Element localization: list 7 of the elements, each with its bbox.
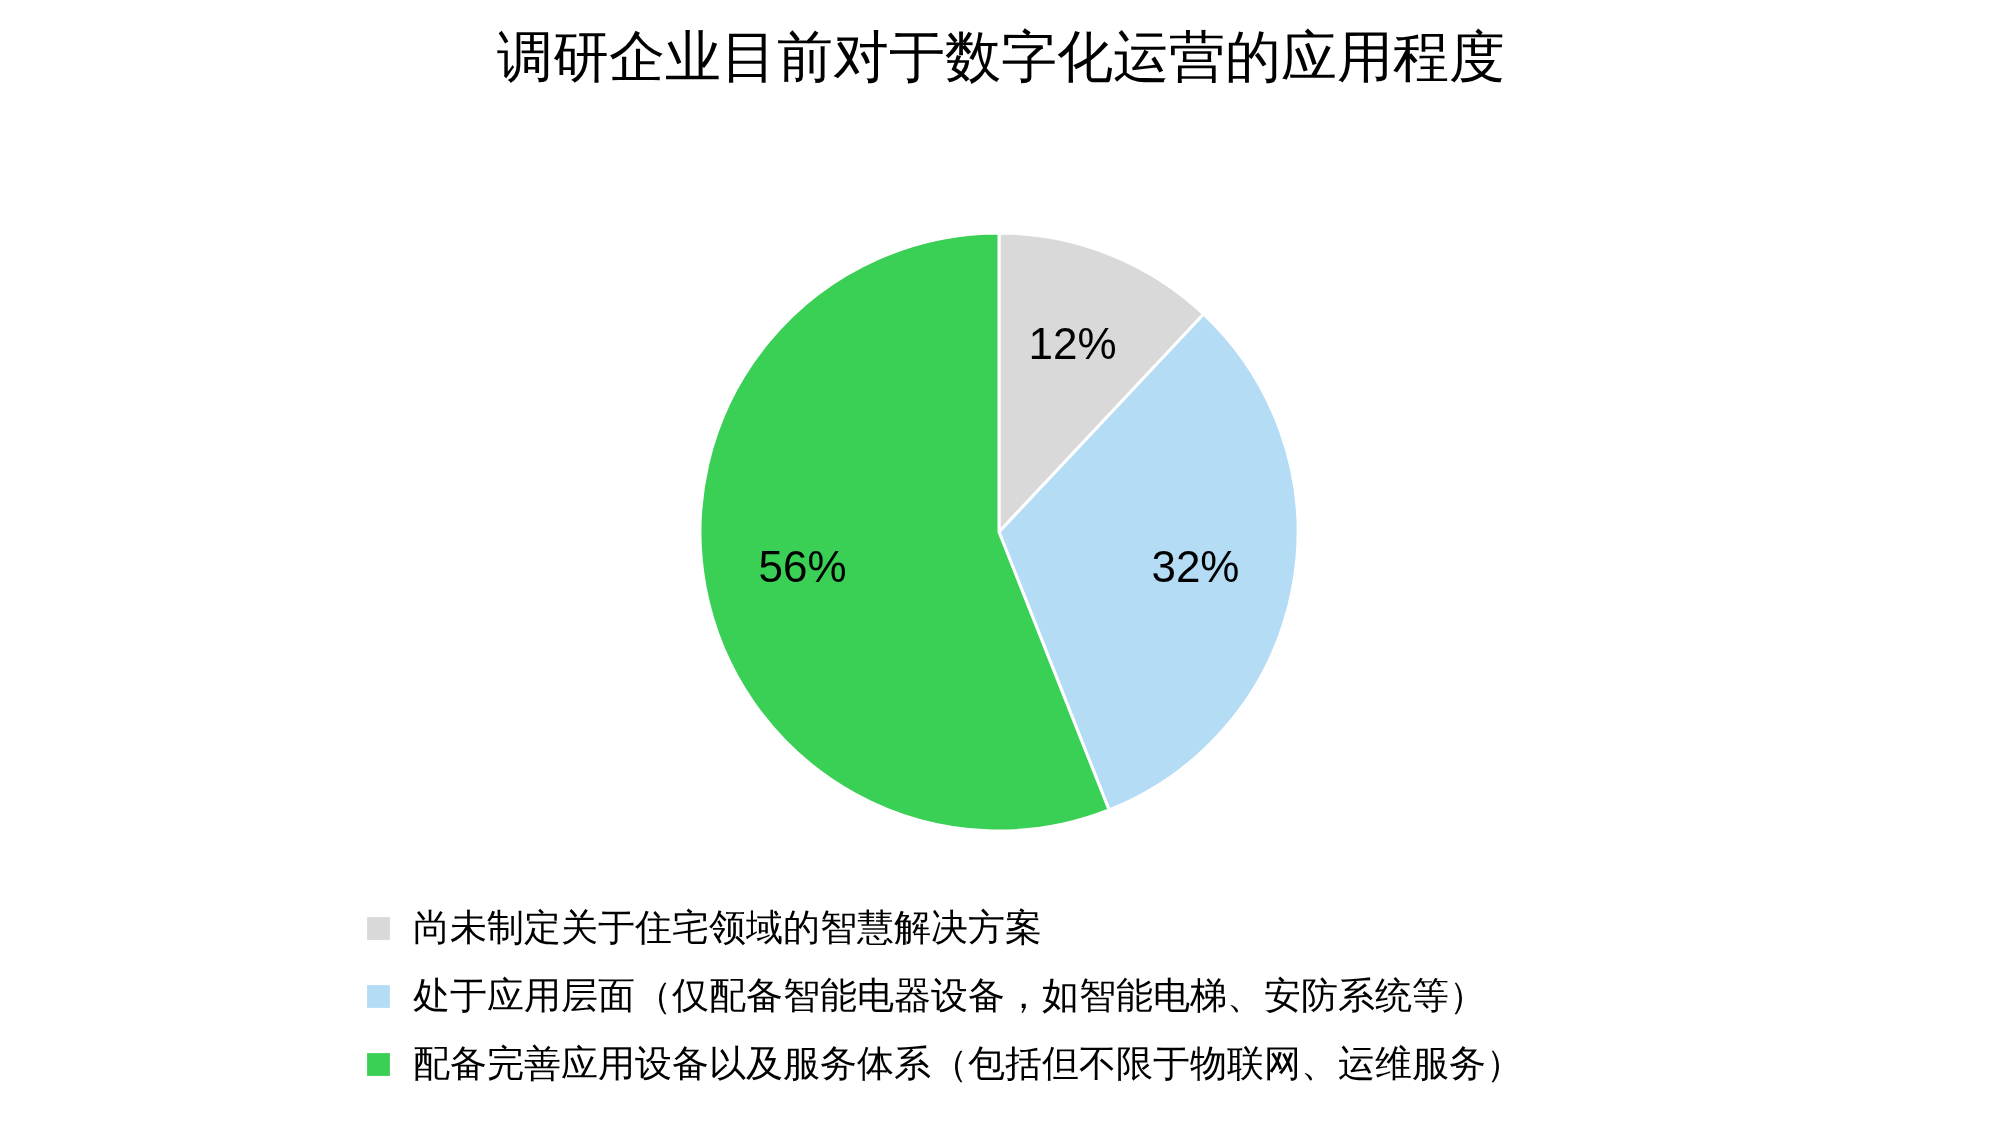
data-label: 12% <box>1028 319 1117 369</box>
data-label: 32% <box>1151 542 1240 592</box>
data-label: 56% <box>758 542 847 592</box>
chart-title: 调研企业目前对于数字化运营的应用程度 <box>496 25 1505 88</box>
legend-label: 处于应用层面（仅配备智能电器设备，如智能电梯、安防系统等） <box>413 974 1486 1016</box>
legend-label: 配备完善应用设备以及服务体系（包括但不限于物联网、运维服务） <box>413 1042 1523 1084</box>
legend-label: 尚未制定关于住宅领域的智慧解决方案 <box>413 906 1042 948</box>
